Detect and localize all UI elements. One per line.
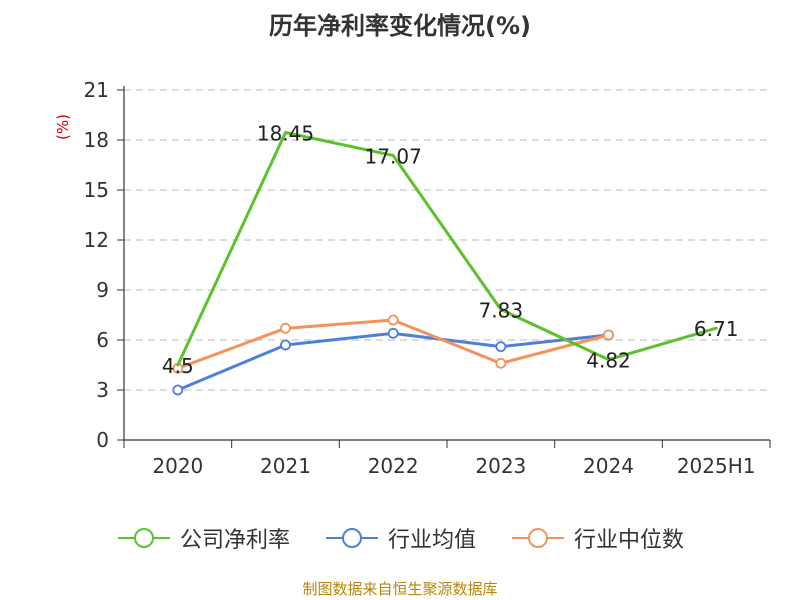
legend-item-industry-median[interactable]: 行业中位数 [510,522,684,554]
y-tick-label: 9 [96,278,109,302]
legend-item-company[interactable]: 公司净利率 [116,522,290,554]
legend-label-industry-median: 行业中位数 [574,528,685,553]
data-point-industry-median [495,357,507,369]
y-tick-label: 15 [84,178,109,202]
legend-label-industry-average: 行业均值 [387,528,476,553]
x-tick-label: 2024 [583,454,634,478]
data-point-industry-average [495,341,507,353]
legend-symbol-industry-median [512,528,564,548]
data-label-company: 4.82 [586,349,631,373]
x-tick-label: 2021 [260,454,311,478]
data-label-company: 17.07 [365,145,422,169]
legend-item-industry-average[interactable]: 行业均值 [324,522,476,554]
chart-title: 历年净利率变化情况(%) [269,12,531,40]
data-point-industry-median [280,322,291,334]
y-tick-label: 0 [96,428,109,452]
y-tick-label: 12 [84,228,109,252]
legend-symbol-company [117,528,170,548]
source-note: 制图数据来自恒生聚源数据库 [302,580,498,598]
data-point-industry-average [387,327,399,339]
data-label-company: 6.71 [694,317,739,341]
data-point-industry-average [280,339,291,351]
y-tick-label: 3 [96,378,109,402]
data-point-industry-median [387,314,399,326]
series-line-industry-average [176,331,610,392]
legend-label-company: 公司净利率 [179,528,290,553]
data-label-company: 18.45 [257,122,314,146]
series-line-company-net-margin [176,131,718,367]
data-point-industry-median [603,329,614,341]
data-label-company: 7.83 [479,299,524,323]
x-tick-label: 2022 [368,454,419,478]
y-tick-label: 6 [96,328,109,352]
data-point-industry-average [172,384,184,396]
y-axis-unit-label: (%) [54,114,72,140]
legend: 公司净利率 行业均值 行业中位数 [0,520,800,556]
legend-symbol-industry-average [325,528,378,548]
x-tick-label: 2023 [475,454,526,478]
data-label-company: 4.5 [162,354,194,378]
y-tick-label: 21 [84,78,109,102]
series-line-industry-median [176,318,610,370]
x-tick-label: 2020 [152,454,203,478]
y-tick-label: 18 [84,128,109,152]
x-tick-label: 2025H1 [677,454,756,478]
